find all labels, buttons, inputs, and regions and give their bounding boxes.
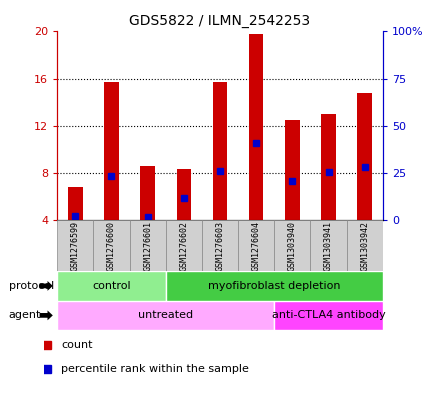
Bar bbox=[321, 114, 336, 220]
Bar bbox=[166, 271, 383, 301]
Bar bbox=[357, 93, 372, 220]
Text: GSM1276602: GSM1276602 bbox=[180, 220, 188, 271]
Text: protocol: protocol bbox=[9, 281, 54, 291]
Bar bbox=[213, 82, 227, 220]
Text: GSM1303941: GSM1303941 bbox=[324, 220, 333, 271]
Text: GSM1276601: GSM1276601 bbox=[143, 220, 152, 271]
Bar bbox=[166, 220, 202, 271]
Bar bbox=[104, 82, 119, 220]
Bar bbox=[249, 34, 264, 220]
Bar bbox=[68, 187, 83, 220]
Bar bbox=[129, 220, 166, 271]
Bar bbox=[238, 220, 274, 271]
Text: count: count bbox=[61, 340, 92, 350]
Text: GSM1303942: GSM1303942 bbox=[360, 220, 369, 271]
Text: percentile rank within the sample: percentile rank within the sample bbox=[61, 364, 249, 374]
Title: GDS5822 / ILMN_2542253: GDS5822 / ILMN_2542253 bbox=[129, 14, 311, 28]
Bar bbox=[140, 166, 155, 220]
Text: GSM1276600: GSM1276600 bbox=[107, 220, 116, 271]
Bar bbox=[285, 120, 300, 220]
Bar bbox=[274, 220, 311, 271]
Text: GSM1276599: GSM1276599 bbox=[71, 220, 80, 271]
Text: control: control bbox=[92, 281, 131, 291]
Bar bbox=[93, 220, 129, 271]
Bar bbox=[57, 301, 274, 330]
Bar bbox=[347, 220, 383, 271]
Bar bbox=[176, 169, 191, 220]
Text: GSM1276603: GSM1276603 bbox=[216, 220, 224, 271]
Bar bbox=[274, 301, 383, 330]
Text: anti-CTLA4 antibody: anti-CTLA4 antibody bbox=[271, 310, 385, 320]
Bar bbox=[202, 220, 238, 271]
Text: agent: agent bbox=[9, 310, 41, 320]
Text: untreated: untreated bbox=[138, 310, 193, 320]
Bar bbox=[57, 271, 166, 301]
Text: myofibroblast depletion: myofibroblast depletion bbox=[208, 281, 341, 291]
Bar bbox=[57, 220, 93, 271]
Text: GSM1276604: GSM1276604 bbox=[252, 220, 260, 271]
Bar bbox=[311, 220, 347, 271]
Text: GSM1303940: GSM1303940 bbox=[288, 220, 297, 271]
